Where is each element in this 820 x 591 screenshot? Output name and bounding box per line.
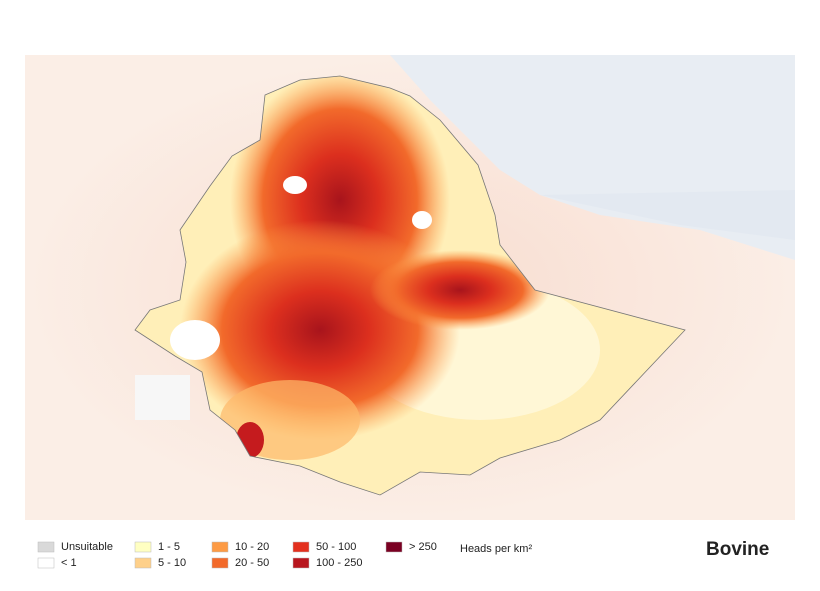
legend-label: 100 - 250: [316, 557, 362, 569]
legend-label: 5 - 10: [158, 557, 186, 569]
legend-label: Unsuitable: [61, 541, 113, 553]
highland-east: [370, 250, 550, 330]
legend-label: 10 - 20: [235, 541, 269, 553]
legend-label: 1 - 5: [158, 541, 180, 553]
legend: Heads per km² Bovine Unsuitable < 1 1 - 5 5…: [37, 539, 769, 569]
legend-swatch: [292, 541, 310, 553]
legend-swatch: [37, 557, 55, 569]
legend-swatch: [211, 541, 229, 553]
legend-swatch: [134, 557, 152, 569]
unsuitable-area: [135, 375, 190, 420]
legend-label: 50 - 100: [316, 541, 356, 553]
legend-swatch: [37, 541, 55, 553]
legend-label: < 1: [61, 557, 77, 569]
legend-swatch: [211, 557, 229, 569]
map-frame: [25, 55, 795, 520]
gulf: [540, 190, 795, 240]
legend-label: > 250: [409, 541, 437, 553]
lake: [412, 211, 432, 229]
legend-swatch: [385, 541, 403, 553]
legend-swatch: [292, 557, 310, 569]
country-border: [134, 75, 686, 496]
legend-label: 20 - 50: [235, 557, 269, 569]
legend-unit: Heads per km²: [460, 543, 532, 555]
legend-swatch: [134, 541, 152, 553]
unsuitable-patch: [170, 320, 220, 360]
lake: [283, 176, 307, 194]
map-title: Bovine: [706, 539, 769, 560]
